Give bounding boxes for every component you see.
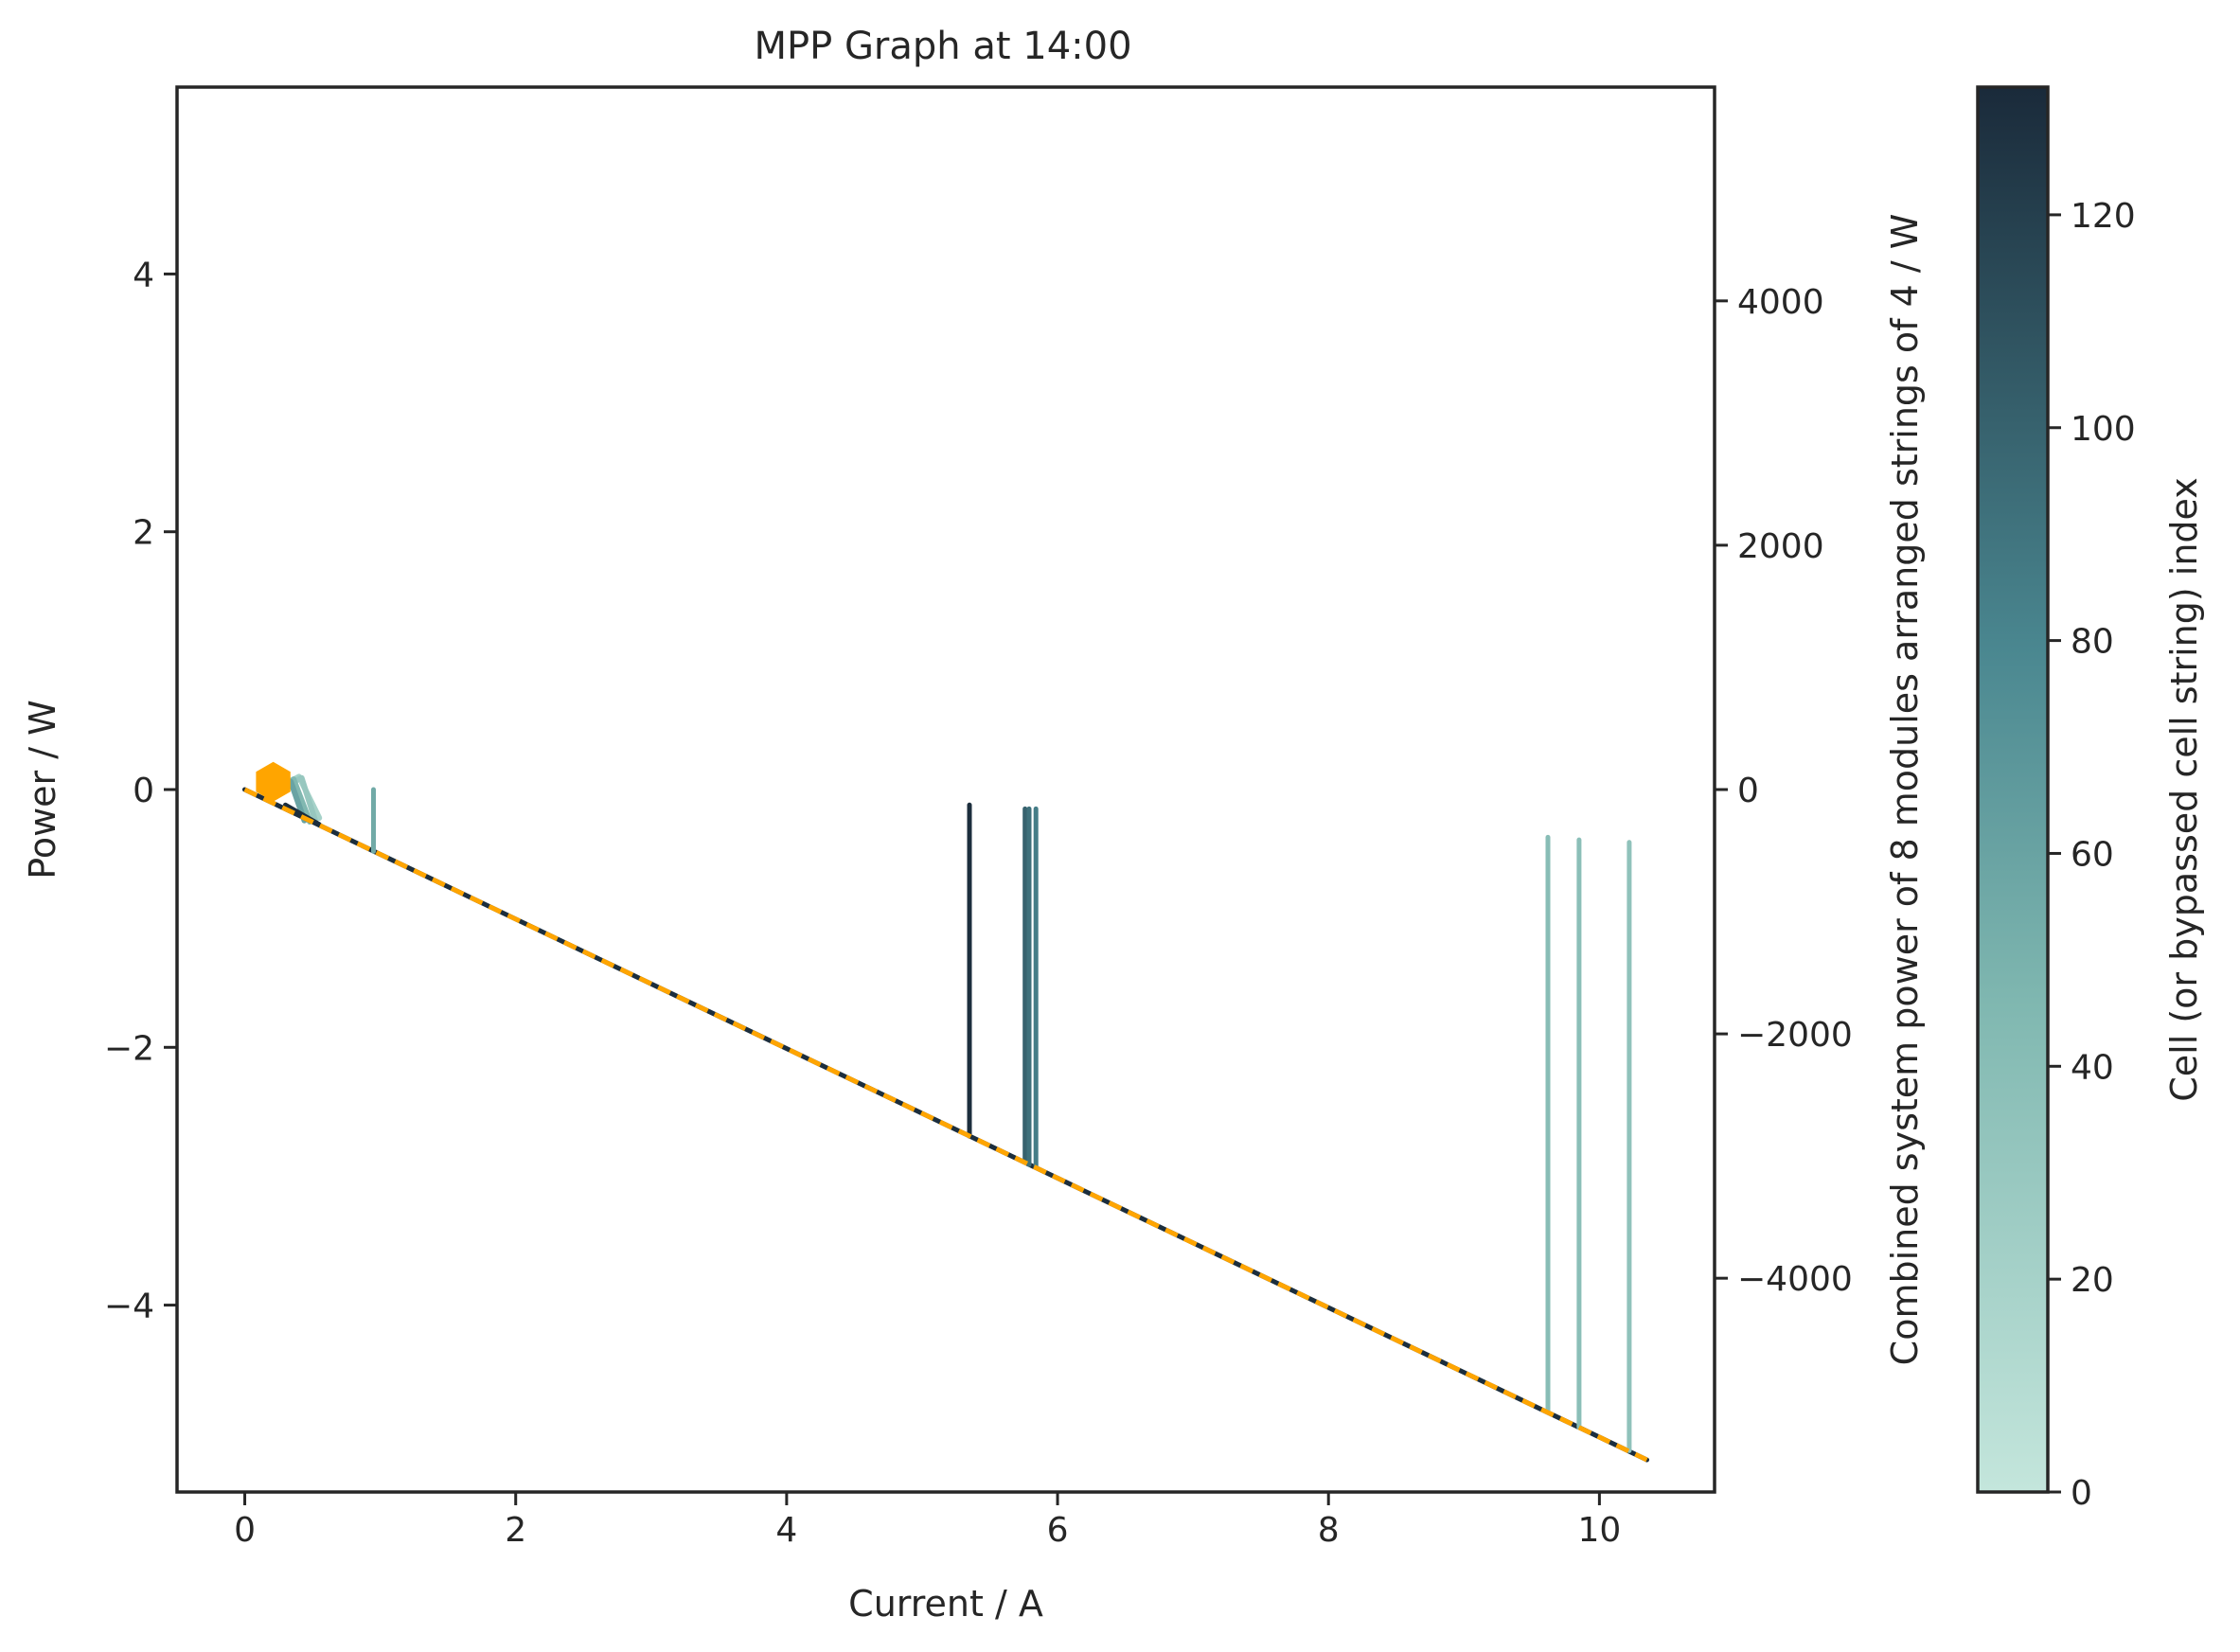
x-tick-label: 4 (775, 1511, 797, 1550)
mpp-marker (256, 761, 291, 802)
y-tick-label: 4 (133, 256, 154, 294)
y-tick-label: −4 (104, 1288, 154, 1326)
system-power-curve (243, 787, 1648, 1463)
colorbar-tick-label: 100 (2071, 410, 2136, 449)
colorbar-tick-label: 40 (2071, 1048, 2114, 1087)
colorbar-tick-label: 20 (2071, 1261, 2114, 1300)
y2-tick-label: 0 (1737, 772, 1759, 810)
x-axis-label: Current / A (848, 1583, 1043, 1625)
colorbar-label: Cell (or bypassed cell string) index (2163, 477, 2205, 1102)
x-tick-label: 0 (234, 1511, 256, 1550)
colorbar-axis: 0 20 40 60 80 100 120 (2048, 197, 2136, 1513)
y2-axis-label: Combined system power of 8 modules arran… (1884, 214, 1926, 1366)
y2-tick-label: −4000 (1737, 1260, 1853, 1299)
chart-title: MPP Graph at 14:00 (754, 25, 1131, 68)
x-axis: 0 2 4 6 8 10 (234, 1492, 1621, 1550)
colorbar-tick-label: 0 (2071, 1474, 2092, 1513)
y-tick-label: −2 (104, 1029, 154, 1068)
y-axis-label: Power / W (22, 700, 63, 879)
y-tick-label: 0 (133, 772, 154, 810)
colorbar (1976, 85, 2050, 1494)
x-tick-label: 8 (1318, 1511, 1340, 1550)
plot-frame (175, 85, 1716, 1494)
x-tick-label: 6 (1047, 1511, 1069, 1550)
series-layer (242, 761, 1649, 1463)
y-axis: −4 −2 0 2 4 (104, 256, 177, 1326)
colorbar-tick-label: 120 (2071, 197, 2136, 236)
y2-tick-label: −2000 (1737, 1016, 1853, 1055)
colorbar-tick-label: 80 (2071, 623, 2114, 662)
colorbar-tick-label: 60 (2071, 835, 2114, 874)
y-tick-label: 2 (133, 514, 154, 553)
y2-tick-label: 2000 (1737, 527, 1824, 566)
y2-axis: −4000 −2000 0 2000 4000 (1715, 283, 1853, 1299)
x-tick-label: 10 (1577, 1511, 1621, 1550)
x-tick-label: 2 (505, 1511, 526, 1550)
y2-tick-label: 4000 (1737, 283, 1824, 322)
